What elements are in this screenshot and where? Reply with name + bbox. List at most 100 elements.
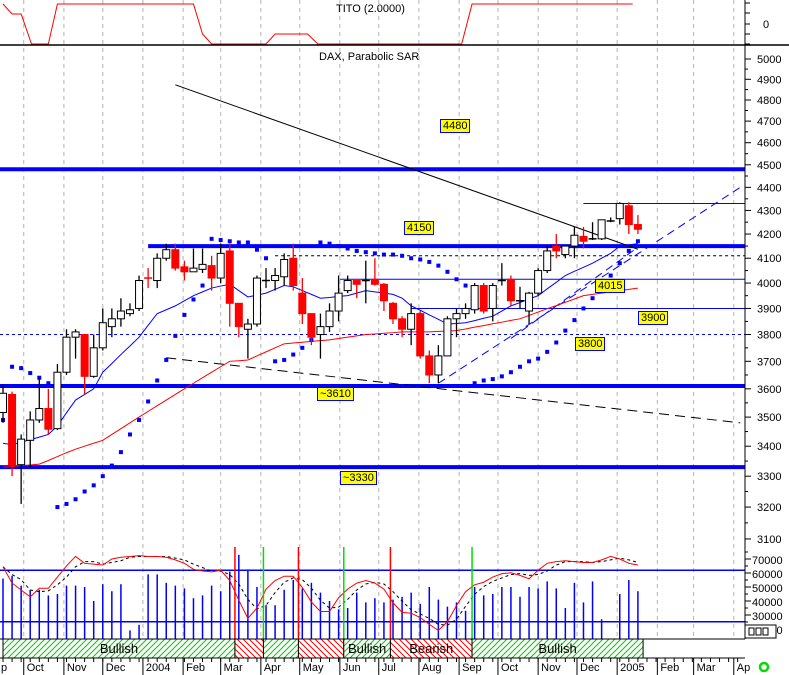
- candle: [461, 303, 470, 319]
- regime-bullish: [262, 638, 299, 659]
- candle: [506, 275, 515, 306]
- candle-body: [289, 257, 298, 287]
- price-tick-label: 4600: [757, 138, 781, 150]
- price-tick-label: 4500: [757, 160, 781, 172]
- price-tick-label: 4800: [757, 95, 781, 107]
- candle: [361, 260, 370, 304]
- price-tick-label: 3200: [757, 502, 781, 514]
- sar-dot: [173, 333, 178, 338]
- candle: [116, 298, 125, 327]
- price-label-4480: 4480: [440, 119, 471, 133]
- sar-dot: [463, 283, 468, 288]
- sar-dot: [336, 244, 341, 249]
- x-axis-label: Feb: [186, 662, 205, 674]
- price-label-3800: 3800: [575, 337, 606, 351]
- candle: [416, 311, 425, 359]
- tito-line: [2, 3, 633, 45]
- candle: [44, 388, 53, 435]
- legend-box-glyph: [762, 627, 769, 636]
- candle: [80, 334, 89, 395]
- sar-dot: [245, 240, 250, 245]
- x-axis-label: Aug: [422, 662, 442, 674]
- price-tick-label: 4900: [757, 74, 781, 86]
- sar-dot: [46, 381, 51, 386]
- candle: [525, 291, 534, 325]
- sar-dot: [409, 256, 414, 261]
- candle: [633, 215, 642, 235]
- sar-dot: [300, 345, 305, 350]
- price-tick-label: 4100: [757, 253, 781, 265]
- candle: [0, 384, 7, 423]
- sar-dot: [345, 246, 350, 251]
- candle: [162, 243, 171, 261]
- trend-line: [166, 357, 741, 424]
- candle: [35, 377, 44, 423]
- candle-body: [352, 280, 361, 285]
- price-label-4015: 4015: [595, 279, 626, 293]
- candle-body: [26, 419, 35, 441]
- legend-box-glyph: [755, 627, 762, 636]
- sar-dot: [10, 364, 15, 369]
- tito-panel-title: TITO (2.0000): [336, 3, 405, 15]
- sar-dot: [626, 248, 631, 253]
- sar-dot: [100, 474, 105, 479]
- price-label-3610: ~3610: [317, 387, 354, 401]
- volume-tick-label: 70000: [752, 555, 783, 567]
- candle-body: [198, 263, 207, 270]
- candle: [624, 202, 633, 235]
- x-axis-label: Ap: [737, 662, 750, 674]
- candle-body: [271, 275, 280, 282]
- sar-dot: [200, 283, 205, 288]
- sar-dot: [427, 259, 432, 264]
- candle-body: [615, 202, 624, 220]
- legend-box-glyph: [748, 627, 755, 636]
- candle: [17, 434, 26, 504]
- candle: [107, 308, 116, 338]
- price-label-4150: 4150: [404, 221, 435, 235]
- candle: [425, 350, 434, 384]
- candle: [53, 364, 62, 431]
- sar-dot: [291, 352, 296, 357]
- x-axis-label: May: [303, 662, 324, 674]
- candle: [289, 243, 298, 291]
- sar-dot: [28, 371, 33, 376]
- sar-dot: [517, 364, 522, 369]
- candle: [198, 248, 207, 274]
- candle-body: [207, 265, 216, 279]
- candle: [153, 253, 162, 289]
- candle-body: [479, 285, 488, 312]
- candle: [407, 303, 416, 346]
- candle-body: [407, 313, 416, 330]
- candle-body: [116, 310, 125, 320]
- candle: [588, 222, 597, 241]
- x-axis-label: Feb: [660, 662, 679, 674]
- sar-dot: [19, 366, 24, 371]
- sar-dot: [372, 251, 377, 256]
- candle-body: [633, 224, 642, 230]
- x-axis-label: Nov: [67, 662, 87, 674]
- regime-bearish: [297, 638, 345, 659]
- sar-dot: [109, 463, 114, 468]
- x-axis-label: Sep: [462, 662, 482, 674]
- candle: [497, 263, 506, 286]
- candle: [144, 268, 153, 289]
- candle: [125, 303, 134, 317]
- candle: [71, 329, 80, 359]
- candle-body: [0, 392, 7, 414]
- candle: [352, 280, 361, 299]
- price-tick-label: 3900: [757, 303, 781, 315]
- candle-body: [461, 307, 470, 315]
- candle: [534, 268, 543, 296]
- sar-dot: [273, 359, 278, 364]
- price-tick-label: 4400: [757, 182, 781, 194]
- sar-dot: [137, 417, 142, 422]
- sar-dot: [590, 296, 595, 301]
- sar-dot: [155, 378, 160, 383]
- candle-body: [89, 347, 98, 377]
- candle-body: [434, 355, 443, 376]
- sar-dot: [554, 340, 559, 345]
- sar-dot: [264, 256, 269, 261]
- price-tick-label: 3100: [757, 534, 781, 546]
- price-panel-title: DAX, Parabolic SAR: [319, 51, 420, 63]
- candle-body: [53, 371, 62, 430]
